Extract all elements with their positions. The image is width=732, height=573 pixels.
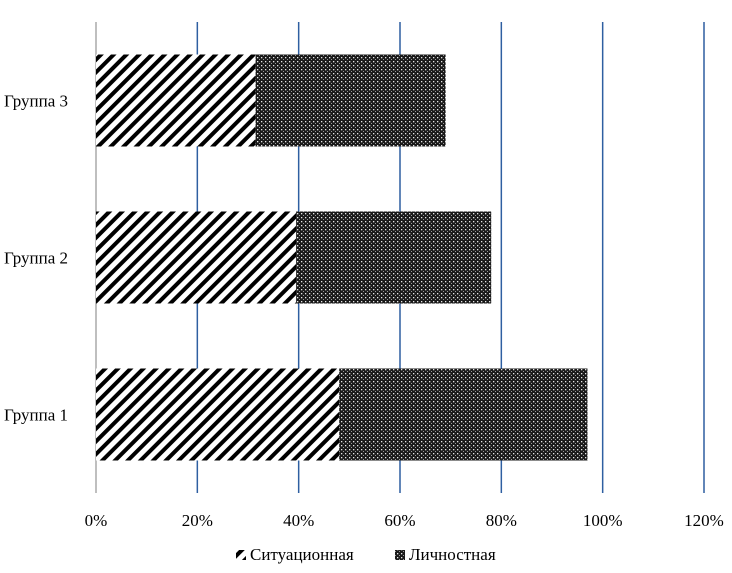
x-tick-labels: 0% 20% 40% 60% 80% 100% 120% <box>85 511 724 530</box>
legend-label: Личностная <box>409 545 496 564</box>
bar-situational-group-1 <box>96 368 340 461</box>
x-tick-label: 100% <box>583 511 623 530</box>
x-tick-label: 20% <box>182 511 213 530</box>
legend-item-situational: Ситуационная <box>236 545 354 564</box>
x-tick-label: 40% <box>283 511 314 530</box>
x-tick-label: 80% <box>486 511 517 530</box>
bars <box>96 54 588 461</box>
category-label: Группа 1 <box>4 406 68 425</box>
x-tick-label: 0% <box>85 511 108 530</box>
bar-situational-group-3 <box>96 54 256 147</box>
bar-personal-group-3 <box>255 54 446 147</box>
category-labels: Группа 1 Группа 2 Группа 3 <box>4 92 68 425</box>
bar-personal-group-1 <box>339 368 588 461</box>
legend-label: Ситуационная <box>250 545 354 564</box>
legend-item-personal: Личностная <box>395 545 496 564</box>
legend-swatch <box>236 550 246 560</box>
x-tick-label: 60% <box>384 511 415 530</box>
bar-situational-group-2 <box>96 211 297 304</box>
category-label: Группа 3 <box>4 92 68 111</box>
x-tick-label: 120% <box>684 511 724 530</box>
bar-personal-group-2 <box>296 211 492 304</box>
legend-swatch <box>395 550 405 560</box>
legend: Ситуационная Личностная <box>236 545 496 564</box>
category-label: Группа 2 <box>4 249 68 268</box>
